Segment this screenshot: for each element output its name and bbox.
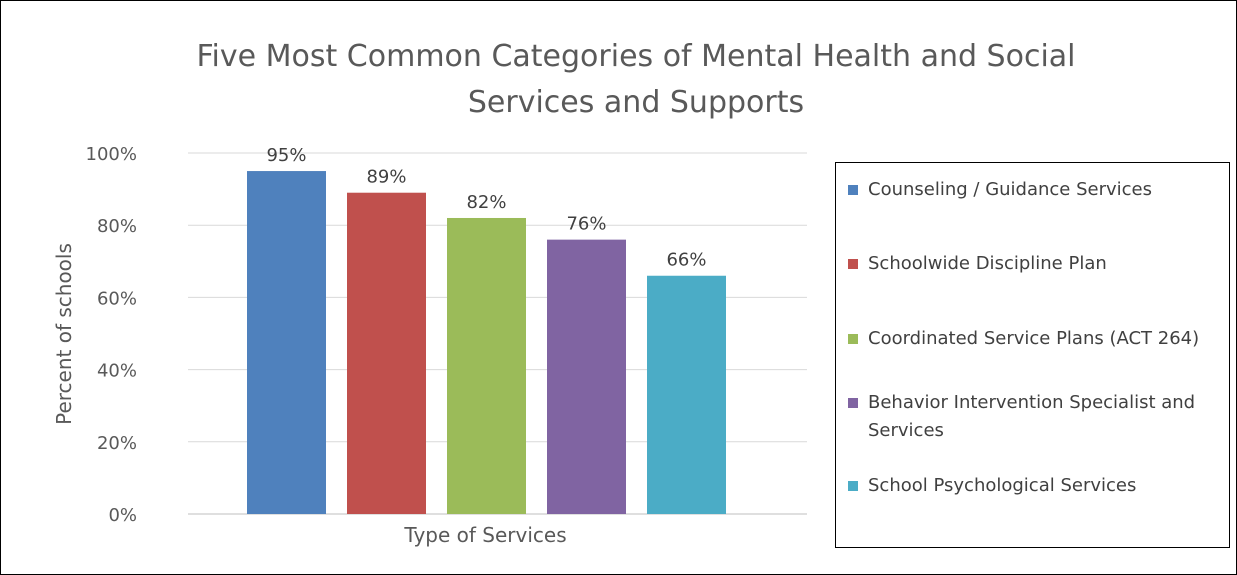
chart-title-line-1: Five Most Common Categories of Mental He… (196, 39, 1076, 74)
legend-item: Behavior Intervention Specialist and Ser… (848, 389, 1228, 445)
y-tick-label: 100% (86, 144, 137, 165)
y-tick-label: 40% (97, 361, 137, 382)
chart-title-line-2: Services and Supports (467, 85, 805, 120)
x-axis-title: Type of Services (403, 523, 566, 547)
y-axis-title: Percent of schools (52, 243, 76, 425)
bar (447, 217, 526, 515)
data-label: 95% (266, 145, 306, 166)
legend-swatch (848, 481, 858, 491)
legend-item: School Psychological Services (848, 472, 1228, 500)
y-tick-label: 0% (108, 505, 137, 526)
legend-item: Coordinated Service Plans (ACT 264) (848, 325, 1228, 353)
legend-swatch (848, 334, 858, 344)
legend-item: Counseling / Guidance Services (848, 176, 1228, 204)
data-label: 89% (366, 167, 406, 188)
bar (247, 171, 326, 515)
data-label: 76% (566, 214, 606, 235)
legend-label: Coordinated Service Plans (ACT 264) (868, 328, 1200, 349)
legend-item: Schoolwide Discipline Plan (848, 250, 1228, 278)
chart-legend: Counseling / Guidance Services Schoolwide… (835, 162, 1230, 548)
legend-label: Behavior Intervention Specialist and Ser… (868, 392, 1196, 441)
y-tick-label: 80% (97, 216, 137, 237)
legend-label: Counseling / Guidance Services (868, 179, 1153, 200)
legend-swatch (848, 185, 858, 195)
legend-swatch (848, 398, 858, 408)
y-tick-label: 60% (97, 288, 137, 309)
bar (547, 239, 626, 514)
legend-swatch (848, 259, 858, 269)
data-label: 66% (666, 250, 706, 271)
y-tick-label: 20% (97, 433, 137, 454)
bar (347, 192, 426, 514)
legend-label: Schoolwide Discipline Plan (868, 253, 1107, 274)
data-label: 82% (466, 192, 506, 213)
bar (647, 275, 726, 514)
legend-label: School Psychological Services (868, 475, 1137, 496)
